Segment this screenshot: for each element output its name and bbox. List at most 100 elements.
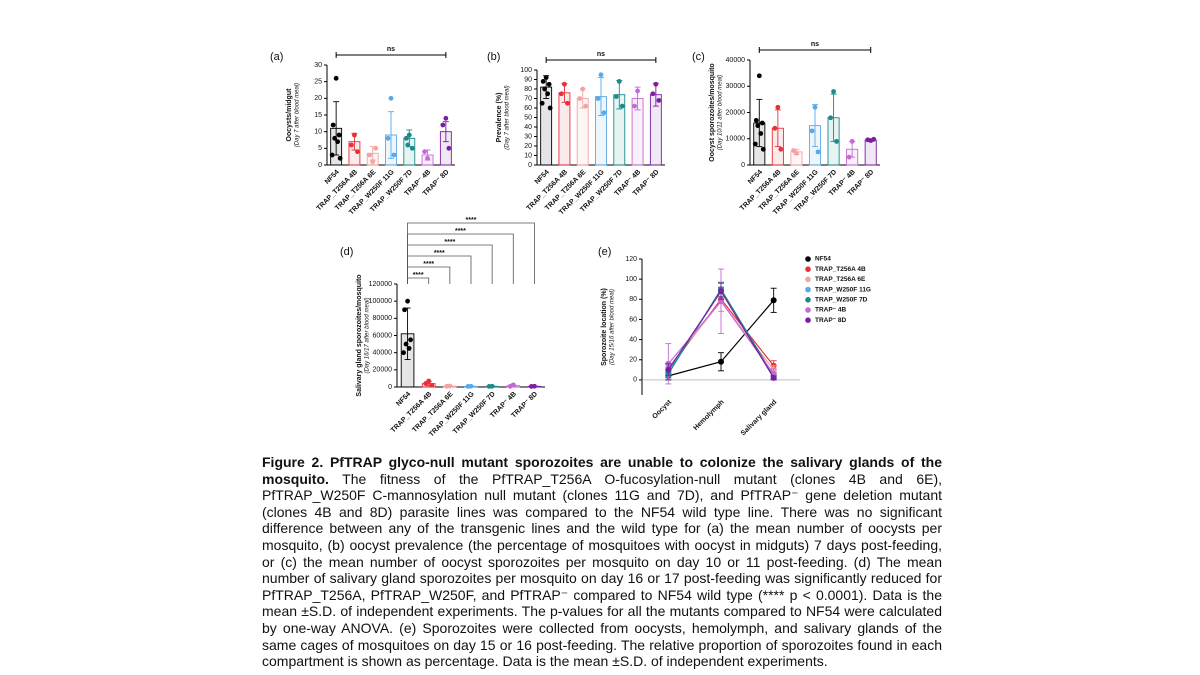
data-point xyxy=(632,103,637,109)
data-point xyxy=(373,145,379,151)
data-point xyxy=(330,122,336,128)
data-point xyxy=(440,122,446,128)
legend-label: TRAP_W250F 11G xyxy=(815,286,871,293)
data-point xyxy=(865,137,871,143)
y-tick-label: 0 xyxy=(528,162,532,169)
y-axis-sublabel: (Day 15/16 after blood meal) xyxy=(610,289,616,365)
panel-label: (e) xyxy=(598,246,611,258)
y-tick-label: 40 xyxy=(524,124,532,131)
y-tick-label: 120 xyxy=(625,256,637,263)
data-point xyxy=(778,146,784,152)
data-point xyxy=(542,86,548,92)
y-tick-label: 80 xyxy=(629,296,637,303)
data-point xyxy=(543,75,549,80)
data-point xyxy=(559,91,564,97)
y-tick-label: 30 xyxy=(524,133,532,140)
y-tick-label: 60 xyxy=(524,105,532,112)
legend-label: NF54 xyxy=(815,256,831,263)
y-tick-label: 50 xyxy=(524,114,532,121)
y-tick-label: 40000 xyxy=(726,57,746,64)
data-point xyxy=(772,125,778,131)
significance-label: **** xyxy=(423,261,434,268)
data-point xyxy=(619,103,625,109)
data-point xyxy=(406,132,412,138)
data-point xyxy=(562,81,567,87)
legend-label: TRAP⁻ 8D xyxy=(815,317,847,324)
y-tick-label: 20000 xyxy=(726,109,746,116)
y-axis-label: Salivary gland sporozoites/mosquito xyxy=(356,274,363,396)
data-point xyxy=(775,104,781,110)
data-point xyxy=(405,142,411,148)
data-point xyxy=(529,383,534,389)
y-tick-label: 20 xyxy=(524,143,532,150)
data-point xyxy=(507,383,513,389)
data-point xyxy=(403,341,409,347)
data-point xyxy=(403,135,409,141)
data-point xyxy=(718,298,724,305)
data-point xyxy=(405,298,410,304)
y-tick-label: 80 xyxy=(524,86,532,93)
annotation: ns xyxy=(597,51,605,58)
legend-marker xyxy=(805,307,811,313)
data-point xyxy=(815,149,821,155)
data-point xyxy=(613,94,619,99)
data-point xyxy=(370,159,376,165)
data-point xyxy=(329,152,335,158)
data-point xyxy=(422,149,427,155)
data-point xyxy=(333,75,339,81)
data-point xyxy=(650,91,656,97)
data-point xyxy=(391,152,397,158)
panel-label: (b) xyxy=(487,51,500,63)
data-point xyxy=(367,152,373,158)
caption: Figure 2. PfTRAP glyco-null mutant sporo… xyxy=(262,454,942,670)
significance-label: **** xyxy=(466,217,477,224)
data-point xyxy=(834,138,839,144)
data-point xyxy=(401,350,406,356)
significance-label: **** xyxy=(455,228,466,235)
y-tick-label: 15 xyxy=(314,112,322,119)
legend-marker xyxy=(805,276,811,283)
data-point xyxy=(444,383,450,389)
data-point xyxy=(486,383,492,389)
data-point xyxy=(849,138,855,144)
legend-label: TRAP_W250F 7D xyxy=(815,297,868,304)
y-axis-sublabel: (Day 10/11 after blood meal) xyxy=(718,75,724,151)
significance-label: **** xyxy=(413,272,424,279)
y-axis-sublabel: (Day 7 after blood meal) xyxy=(505,85,511,149)
significance-label: **** xyxy=(444,239,455,246)
legend-label: TRAP_T256A 4B xyxy=(815,266,866,273)
legend-marker xyxy=(805,266,811,273)
data-point xyxy=(355,149,360,155)
y-tick-label: 10000 xyxy=(726,136,746,143)
bar xyxy=(576,98,589,166)
data-point xyxy=(385,135,391,141)
y-tick-label: 100 xyxy=(520,67,532,74)
data-point xyxy=(425,155,430,161)
y-tick-label: 70 xyxy=(524,95,532,102)
y-tick-label: 40000 xyxy=(373,350,393,357)
data-point xyxy=(635,88,640,94)
data-point xyxy=(595,96,601,101)
data-point xyxy=(828,115,833,121)
panel-label: (d) xyxy=(340,246,353,258)
data-point xyxy=(546,81,552,87)
x-tick-label: Hemolymph xyxy=(692,399,725,432)
x-tick-label: NF54 xyxy=(747,169,764,186)
annotation: ns xyxy=(387,46,395,53)
data-point xyxy=(809,128,815,134)
y-tick-label: 20 xyxy=(629,357,637,364)
y-axis-label: Sporozoite location (%) xyxy=(601,288,608,366)
panel-label: (c) xyxy=(692,51,705,63)
y-tick-label: 90 xyxy=(524,76,532,83)
data-point xyxy=(465,383,471,389)
data-point xyxy=(423,381,429,386)
y-axis-label: Oocyst sporozoites/mosquito xyxy=(709,63,716,161)
data-point xyxy=(352,132,357,138)
caption-title: Figure 2. PfTRAP glyco-null mutant sporo… xyxy=(262,454,942,487)
data-point xyxy=(539,100,545,106)
y-axis-sublabel: (Day 7 after blood meal) xyxy=(295,83,301,147)
y-tick-label: 10 xyxy=(524,152,532,159)
y-tick-label: 25 xyxy=(314,79,322,86)
data-point xyxy=(756,73,762,79)
